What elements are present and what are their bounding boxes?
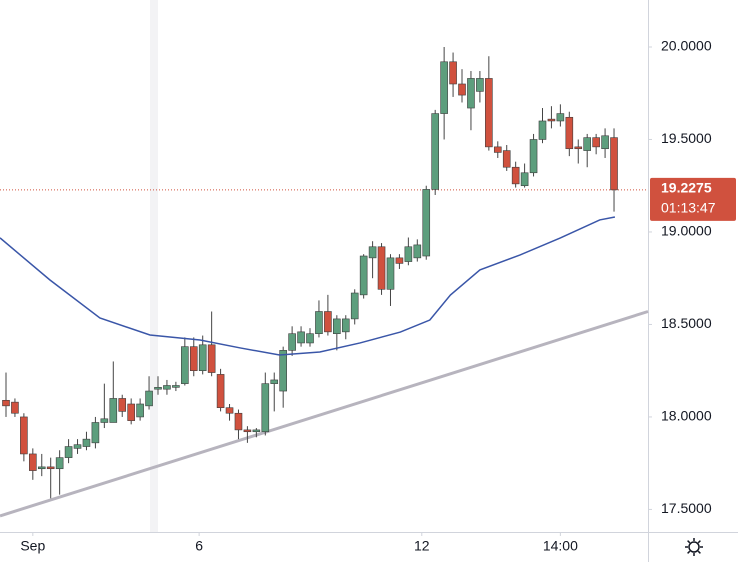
candle-body bbox=[315, 311, 323, 335]
candle-body bbox=[601, 135, 609, 150]
candle-body bbox=[297, 331, 305, 344]
x-tick-label: 14:00 bbox=[543, 538, 578, 554]
candle-body bbox=[198, 344, 207, 371]
countdown-label: 01:13:47 bbox=[661, 200, 716, 216]
candle-body bbox=[29, 453, 37, 471]
candle-body bbox=[136, 403, 144, 418]
candle-body bbox=[20, 416, 28, 455]
candle-body bbox=[440, 61, 448, 114]
candle-body bbox=[341, 318, 350, 333]
candle-body bbox=[520, 172, 529, 187]
candle-body bbox=[2, 399, 10, 407]
candle-body bbox=[511, 166, 520, 185]
candle-body bbox=[279, 350, 287, 392]
candle-body bbox=[574, 146, 583, 150]
candle-body bbox=[91, 422, 100, 444]
candle-body bbox=[216, 374, 225, 408]
candle-body bbox=[529, 139, 538, 174]
candle-body bbox=[73, 444, 82, 449]
candle-body bbox=[82, 438, 91, 447]
candle-body bbox=[109, 398, 118, 423]
candle-body bbox=[306, 333, 314, 344]
x-tick-label: 12 bbox=[414, 538, 430, 554]
candle-body bbox=[368, 246, 377, 259]
candle-body bbox=[234, 412, 243, 431]
candle-body bbox=[350, 292, 359, 320]
candle-body bbox=[46, 466, 55, 470]
candle-body bbox=[270, 379, 279, 384]
candle-body bbox=[422, 189, 431, 257]
candle-body bbox=[467, 78, 475, 109]
candle-body bbox=[431, 113, 439, 190]
candle-body bbox=[565, 116, 574, 150]
moving-average bbox=[0, 216, 616, 356]
candle-body bbox=[37, 466, 46, 470]
candle-body bbox=[386, 257, 395, 290]
candle-body bbox=[64, 446, 73, 458]
candle-body bbox=[333, 318, 341, 335]
x-tick-label: Sep bbox=[20, 538, 45, 554]
candle-body bbox=[476, 78, 484, 92]
y-tick-label: 18.5000 bbox=[661, 315, 712, 331]
candle-body bbox=[502, 150, 511, 168]
candle-body bbox=[359, 255, 368, 296]
y-tick-label: 19.0000 bbox=[661, 223, 712, 239]
candle-body bbox=[225, 407, 234, 414]
candle-body bbox=[458, 83, 466, 96]
candle-body bbox=[127, 403, 135, 421]
candle-body bbox=[493, 146, 502, 153]
candle-body bbox=[404, 246, 413, 262]
candle-body bbox=[592, 137, 600, 148]
y-tick-label: 18.0000 bbox=[661, 408, 712, 424]
candle-body bbox=[610, 137, 618, 191]
price-label-box bbox=[650, 177, 736, 221]
candle-body bbox=[583, 137, 591, 151]
candle-body bbox=[252, 429, 261, 433]
candle-body bbox=[118, 398, 127, 412]
settings-icon[interactable] bbox=[685, 538, 703, 556]
candle-body bbox=[449, 61, 457, 85]
candle-body bbox=[172, 385, 180, 388]
candle-body bbox=[163, 385, 171, 390]
candle-body bbox=[11, 401, 19, 414]
candle-body bbox=[538, 120, 547, 140]
candle-body bbox=[288, 333, 296, 351]
candle-body bbox=[547, 118, 556, 122]
candle-body bbox=[324, 311, 332, 333]
candle-body bbox=[243, 429, 252, 433]
candle-body bbox=[189, 346, 198, 371]
candle-body bbox=[485, 78, 493, 148]
x-tick-label: 6 bbox=[195, 538, 203, 554]
candle-body bbox=[413, 244, 422, 259]
candle-body bbox=[261, 383, 270, 433]
session-band bbox=[150, 0, 158, 532]
y-tick-label: 20.0000 bbox=[661, 38, 712, 54]
candle-body bbox=[377, 246, 386, 290]
candle-body bbox=[154, 387, 162, 390]
candle-body bbox=[556, 113, 565, 122]
candle-body bbox=[181, 346, 189, 384]
candle-body bbox=[100, 418, 109, 423]
candle-body bbox=[145, 390, 153, 407]
candle-body bbox=[207, 344, 216, 373]
y-tick-label: 17.5000 bbox=[661, 500, 712, 516]
y-tick-label: 19.5000 bbox=[661, 130, 712, 146]
candle-body bbox=[395, 257, 404, 264]
candle-body bbox=[55, 457, 64, 470]
trendline bbox=[0, 310, 649, 518]
last-price-label: 19.2275 bbox=[661, 180, 712, 196]
